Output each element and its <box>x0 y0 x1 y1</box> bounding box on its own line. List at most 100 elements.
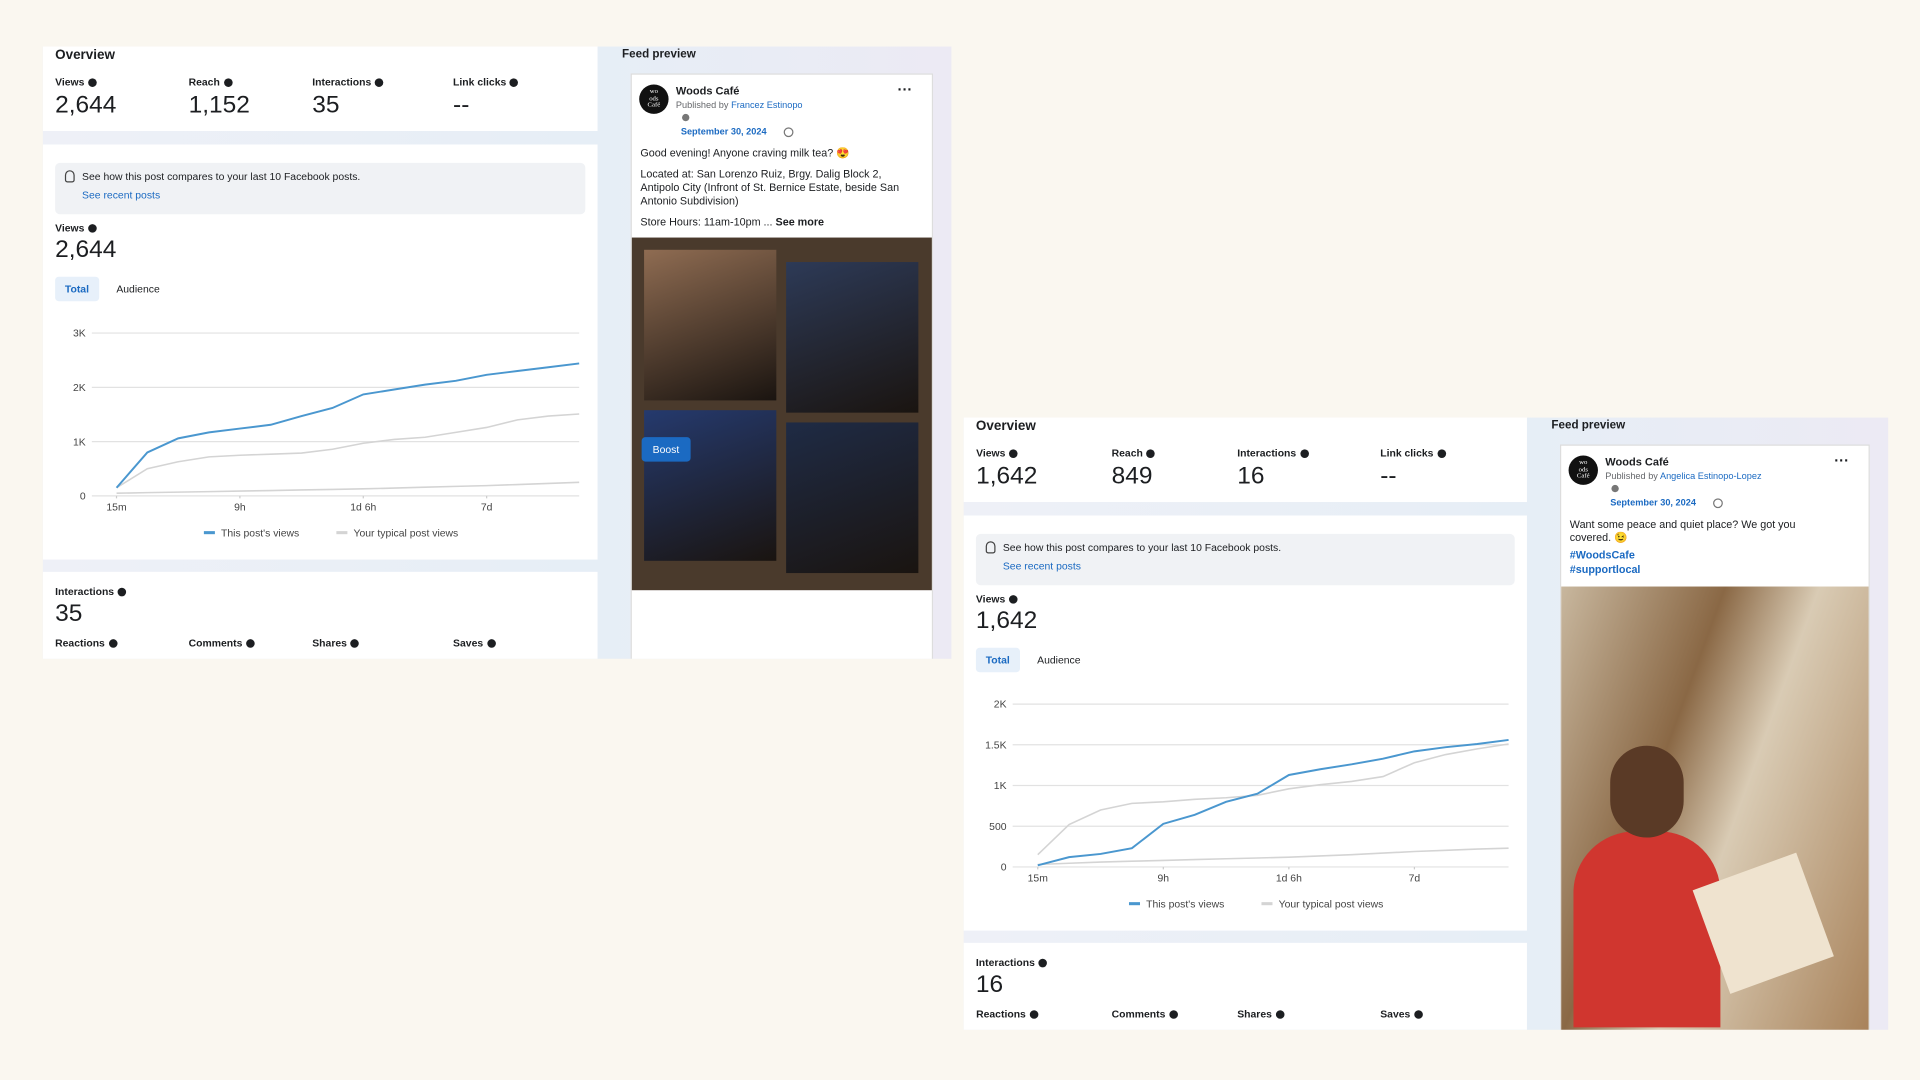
post-date[interactable]: September 30, 2024 <box>680 126 767 138</box>
x-tick-label: 1d 6h <box>1276 874 1302 885</box>
tab[interactable]: Total <box>55 276 99 302</box>
interactions-label: Interactions <box>976 956 1048 969</box>
overview-title: Overview <box>975 418 1036 434</box>
info-icon[interactable] <box>1038 958 1048 968</box>
see-more[interactable]: See more <box>775 215 825 228</box>
info-icon[interactable] <box>1275 1010 1285 1019</box>
series-line <box>1037 847 1509 866</box>
y-tick-label: 2K <box>73 383 86 394</box>
interactions-card: Interactions 35 Reactions Comments Shares Sav… <box>42 571 598 659</box>
metric-label: Views <box>55 76 97 88</box>
interaction-metric-label: Saves <box>1380 1008 1423 1020</box>
views-value: 2,644 <box>55 236 117 264</box>
more-menu[interactable]: ··· <box>897 80 913 98</box>
author[interactable]: Angelica Estinopo-Lopez <box>1659 470 1762 482</box>
info-icon[interactable] <box>486 639 496 648</box>
info-icon[interactable] <box>1299 449 1309 458</box>
info-icon[interactable] <box>1009 449 1018 458</box>
page-name: Woods Café <box>675 84 740 97</box>
info-icon[interactable] <box>1437 449 1446 458</box>
x-tick-label: 9h <box>1158 874 1170 885</box>
hashtag[interactable]: #supportlocal <box>1569 563 1641 576</box>
globe-icon <box>1713 498 1723 509</box>
metric-label: Interactions <box>1237 447 1309 459</box>
x-tick-label: 9h <box>234 503 246 514</box>
info-icon[interactable] <box>1029 1010 1039 1019</box>
see-recent-posts[interactable]: See recent posts <box>1002 559 1081 572</box>
insights-panel: Overview Views 2,644 Reach 1,152 Interactions… <box>42 46 952 659</box>
interaction-metric-label: Comments <box>1112 1008 1178 1020</box>
x-tick-label: 15m <box>1028 874 1048 885</box>
metric-label: Interactions <box>312 76 384 88</box>
metric-value: 2,644 <box>55 91 117 119</box>
author[interactable]: Francez Estinopo <box>731 99 803 111</box>
post-date[interactable]: September 30, 2024 <box>1610 497 1696 509</box>
info-icon[interactable] <box>374 78 384 87</box>
tab[interactable]: Audience <box>1037 653 1081 667</box>
y-tick-label: 2K <box>994 700 1007 711</box>
info-icon[interactable] <box>1008 595 1018 604</box>
post-text-line: Store Hours: 11am-10pm ... <box>640 215 773 228</box>
info-icon[interactable] <box>509 78 519 87</box>
hashtag[interactable]: #WoodsCafe <box>1569 548 1635 561</box>
post-card: wo ods Café Woods Café Published by Angelica… <box>1560 444 1870 1030</box>
photo <box>786 262 919 413</box>
info-icon[interactable] <box>1169 1010 1178 1019</box>
interaction-metric-label: Shares <box>312 637 360 649</box>
overview-card: Overview Views 1,642 Reach 849 Interactions 16… <box>963 417 1527 503</box>
post-card: wo ods Café Woods Café Published by Francez … <box>630 73 934 659</box>
series-line <box>1037 738 1509 867</box>
info-icon[interactable] <box>246 639 255 648</box>
interaction-metric-label: Saves <box>453 637 496 649</box>
x-tick-label: 15m <box>106 503 126 514</box>
info-icon[interactable] <box>1413 1010 1423 1019</box>
info-icon[interactable] <box>350 639 360 648</box>
metric-value: 1,152 <box>188 91 250 119</box>
interactions-card: Interactions 16 Reactions Comments Shares Sav… <box>963 942 1527 1030</box>
series-line <box>116 413 580 489</box>
tab[interactable]: Total <box>975 647 1020 673</box>
info-icon[interactable] <box>88 224 97 233</box>
info-icon[interactable] <box>88 78 97 87</box>
views-label: Views <box>976 593 1018 605</box>
series-line <box>116 481 580 495</box>
overview-card: Overview Views 2,644 Reach 1,152 Interactions… <box>42 46 598 132</box>
post-text: Want some peace and quiet place? We got … <box>1569 517 1796 531</box>
x-tick-label: 7d <box>481 503 493 514</box>
info-icon[interactable] <box>223 78 233 87</box>
info-icon[interactable] <box>108 639 118 648</box>
metric-label: Views <box>976 447 1018 459</box>
info-icon[interactable] <box>1146 449 1156 458</box>
interactions-value: 35 <box>55 600 83 627</box>
interaction-metric-label: Reactions <box>55 637 118 649</box>
published-by: Published by Francez Estinopo <box>676 99 803 110</box>
y-tick-label: 3K <box>73 329 86 340</box>
metric-label: Link clicks <box>453 76 519 88</box>
tab[interactable]: Audience <box>116 282 160 296</box>
photo <box>644 249 777 401</box>
info-icon[interactable] <box>117 587 127 597</box>
published-by: Published by Angelica Estinopo-Lopez <box>1605 470 1761 481</box>
compare-text: See how this post compares to your last … <box>82 170 361 183</box>
views-label: Views <box>55 222 97 234</box>
more-menu[interactable]: ··· <box>1834 451 1849 469</box>
boost-button[interactable]: Boost <box>641 437 691 462</box>
post-image <box>1561 586 1869 1030</box>
compare-box: See how this post compares to your last … <box>55 162 586 215</box>
post-image <box>631 237 932 591</box>
post-text: Good evening! Anyone craving milk tea? 😍 <box>640 146 850 160</box>
published-by-text: Published by <box>1605 470 1658 482</box>
logo-text: ods <box>1578 465 1588 474</box>
metric-value: -- <box>1380 462 1397 490</box>
see-recent-posts[interactable]: See recent posts <box>82 188 161 201</box>
views-card: See how this post compares to your last … <box>963 515 1527 931</box>
compare-box: See how this post compares to your last … <box>975 533 1515 586</box>
post-text: Located at: San Lorenzo Ruiz, Brgy. Dali… <box>640 167 882 180</box>
person <box>1573 831 1721 1028</box>
metric-value: 849 <box>1111 462 1153 490</box>
views-card: See how this post compares to your last … <box>42 144 598 560</box>
x-tick-label: 7d <box>1409 874 1421 885</box>
y-tick-label: 1K <box>994 781 1007 792</box>
bulb-icon <box>985 541 996 554</box>
